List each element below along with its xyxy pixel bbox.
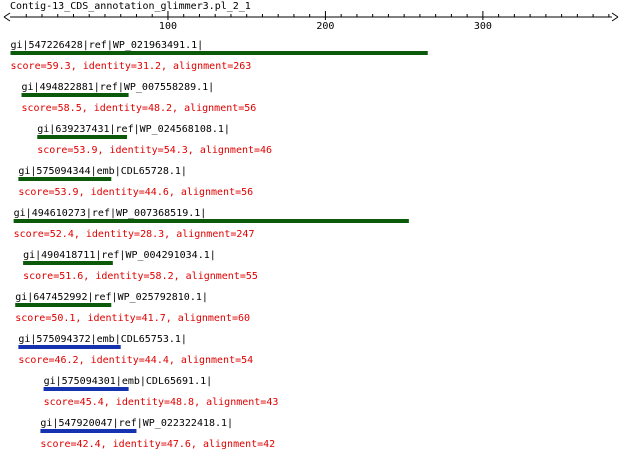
hit-label: gi|547226428|ref|WP_021963491.1| bbox=[11, 40, 204, 51]
hit-label: gi|490418711|ref|WP_004291034.1| bbox=[23, 250, 216, 261]
tick-label: 300 bbox=[474, 21, 492, 32]
hit-bar bbox=[13, 219, 409, 223]
hit-stats: score=52.4, identity=28.3, alignment=247 bbox=[14, 229, 255, 240]
tick-label: 100 bbox=[159, 21, 177, 32]
hit-label: gi|575094301|emb|CDL65691.1| bbox=[44, 376, 213, 387]
hit-stats: score=58.5, identity=48.2, alignment=56 bbox=[22, 103, 257, 114]
hit-stats: score=59.3, identity=31.2, alignment=263 bbox=[11, 61, 252, 72]
hit-bar bbox=[43, 387, 129, 391]
hit-stats: score=51.6, identity=58.2, alignment=55 bbox=[23, 271, 258, 282]
hit-label: gi|575094372|emb|CDL65753.1| bbox=[18, 334, 187, 345]
hit-bar bbox=[15, 303, 112, 307]
hit-label: gi|547920047|ref|WP_022322418.1| bbox=[40, 418, 233, 429]
hit-stats: score=53.9, identity=54.3, alignment=46 bbox=[37, 145, 272, 156]
title: Contig-13_CDS_annotation_glimmer3.pl_2_1 bbox=[10, 1, 251, 12]
hit-bar bbox=[23, 261, 113, 265]
hit-bar bbox=[10, 51, 428, 55]
hit-stats: score=53.9, identity=44.6, alignment=56 bbox=[18, 187, 253, 198]
hit-stats: score=50.1, identity=41.7, alignment=60 bbox=[15, 313, 250, 324]
hit-bar bbox=[18, 177, 112, 181]
hit-label: gi|639237431|ref|WP_024568108.1| bbox=[37, 124, 230, 135]
hit-stats: score=42.4, identity=47.6, alignment=42 bbox=[40, 439, 275, 450]
hit-label: gi|494610273|ref|WP_007368519.1| bbox=[14, 208, 207, 219]
hit-stats: score=45.4, identity=48.8, alignment=43 bbox=[44, 397, 279, 408]
axis-arrows bbox=[3, 12, 619, 22]
hit-bar bbox=[21, 93, 129, 97]
tick-label: 200 bbox=[316, 21, 334, 32]
hit-bar bbox=[18, 345, 121, 349]
hit-bar bbox=[37, 135, 128, 139]
hit-label: gi|647452992|ref|WP_025792810.1| bbox=[15, 292, 208, 303]
hit-label: gi|575094344|emb|CDL65728.1| bbox=[18, 166, 187, 177]
hit-bar bbox=[40, 429, 137, 433]
hit-label: gi|494822881|ref|WP_007558289.1| bbox=[22, 82, 215, 93]
hit-stats: score=46.2, identity=44.4, alignment=54 bbox=[18, 355, 253, 366]
